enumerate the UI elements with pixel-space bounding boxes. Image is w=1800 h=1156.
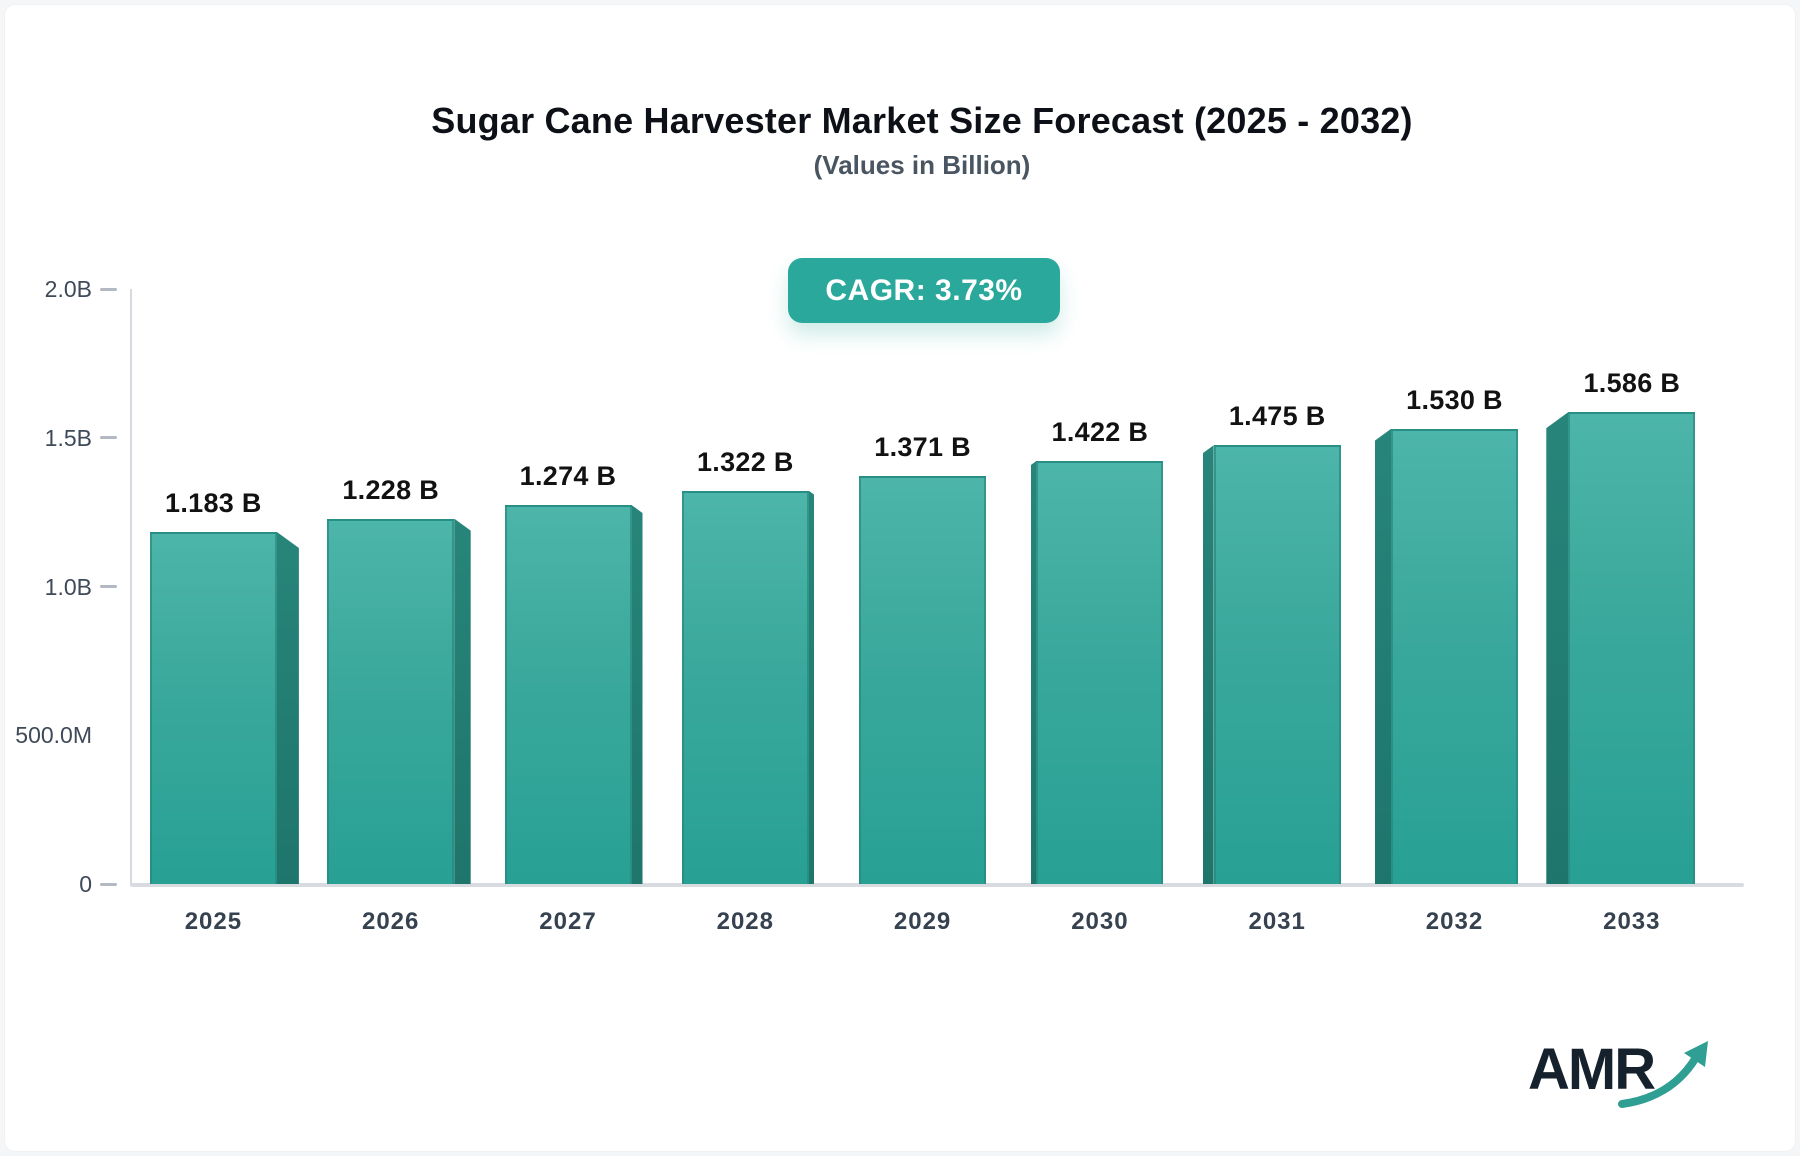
bar-2028 [681, 490, 809, 884]
cagr-badge: CAGR: 3.73% [788, 258, 1060, 323]
bar-side-face [1374, 428, 1391, 884]
bar-2029 [859, 476, 987, 884]
y-axis-label: 0 [79, 871, 92, 897]
y-axis-label: 500.0M [15, 722, 92, 749]
bar-side-face [276, 532, 299, 884]
bar-side-face [1546, 412, 1569, 884]
bar-2031 [1213, 445, 1341, 884]
chart-subtitle: (Values in Billion) [813, 150, 1031, 180]
growth-arrow-icon [1618, 1041, 1708, 1108]
bar-value-label: 1.183 B [165, 488, 262, 519]
bar-2030 [1036, 460, 1164, 884]
bar-side-face [1202, 445, 1214, 884]
bar-value-label: 1.322 B [696, 446, 794, 477]
y-axis-tick-mark [100, 585, 117, 588]
bar-2027 [504, 504, 632, 884]
x-axis-label: 2030 [1071, 908, 1129, 935]
bar-side-face [631, 504, 643, 884]
bar-2026 [327, 518, 455, 884]
bar-side-face [1030, 460, 1037, 884]
x-axis-line [130, 883, 1744, 887]
x-axis-label: 2032 [1425, 908, 1484, 935]
bar-2032 [1391, 428, 1518, 884]
y-axis-label: 1.5B [44, 424, 92, 451]
bar-value-label: 1.274 B [519, 460, 617, 491]
amr-logo-text: AMR [1528, 1037, 1656, 1102]
x-axis-label: 2029 [893, 908, 952, 935]
bar-value-label: 1.530 B [1406, 384, 1503, 415]
y-axis-label: 1.0B [44, 573, 92, 600]
bar-value-label: 1.586 B [1583, 368, 1681, 399]
y-axis-tick-mark [100, 882, 117, 886]
bar-side-face [808, 490, 815, 884]
x-axis-label: 2026 [361, 908, 420, 935]
chart-title: Sugar Cane Harvester Market Size Forecas… [431, 100, 1413, 141]
y-axis-tick-mark [100, 436, 117, 440]
x-axis-label: 2033 [1603, 908, 1661, 935]
bar-value-label: 1.422 B [1051, 416, 1149, 447]
y-axis-label: 2.0B [44, 276, 92, 302]
amr-logo: AMR [1528, 1030, 1718, 1120]
x-axis-label: 2028 [716, 908, 774, 935]
y-axis-line [130, 289, 132, 884]
x-axis-label: 2027 [539, 908, 597, 935]
x-axis-label: 2025 [184, 908, 243, 935]
y-axis-tick-mark [100, 287, 117, 291]
bar-value-label: 1.371 B [874, 432, 971, 463]
bar-2025 [149, 532, 277, 884]
cagr-badge-label: CAGR: 3.73% [825, 273, 1023, 307]
bar-value-label: 1.228 B [342, 474, 440, 505]
bar-value-label: 1.475 B [1228, 401, 1326, 432]
x-axis-label: 2031 [1248, 908, 1306, 935]
bar-side-face [454, 518, 471, 884]
bar-2033 [1568, 412, 1696, 884]
